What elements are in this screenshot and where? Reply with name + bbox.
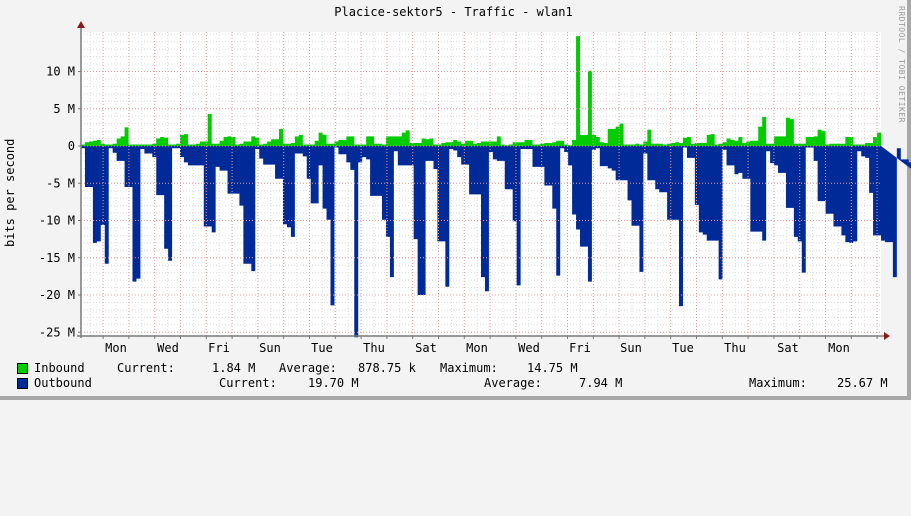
y-tick-label: -20 M [39,288,75,302]
y-tick-label: -10 M [39,214,75,228]
graph-frame [0,0,911,400]
x-tick-label: Fri [208,341,230,355]
outbound-maximum-value: 25.67 M [837,376,888,390]
x-tick-label: Thu [363,341,385,355]
x-tick-label: Mon [828,341,850,355]
y-tick-label: -15 M [39,251,75,265]
inbound-current-value: 1.84 M [212,361,256,375]
inbound-swatch [17,363,28,374]
x-tick-label: Tue [311,341,333,355]
legend-row-outbound: Outbound Current: 19.70 M Average: 7.94 … [0,376,900,391]
outbound-swatch [17,378,28,389]
x-tick-label: Wed [518,341,540,355]
outbound-maximum-label: Maximum: [749,376,807,390]
inbound-label: Inbound [34,361,85,375]
inbound-current-label: Current: [117,361,175,375]
y-tick-label: 5 M [53,102,75,116]
outbound-area [81,146,911,338]
outbound-label: Outbound [34,376,92,390]
x-tick-label: Sat [415,341,437,355]
x-tick-label: Wed [157,341,179,355]
y-tick-label: 0 [68,139,75,153]
inbound-average-label: Average: [279,361,337,375]
outbound-average-label: Average: [484,376,542,390]
legend-row-inbound: Inbound Current: 1.84 M Average: 878.75 … [0,361,900,376]
traffic-chart: 10 M 5 M 0 -5 M -10 M -15 M -20 M -25 M Mon Wed Fr… [39,21,911,355]
y-tick-label: -5 M [46,176,75,190]
x-tick-label: Sun [259,341,281,355]
x-tick-label: Sat [777,341,799,355]
x-tick-label: Sun [620,341,642,355]
x-tick-label: Tue [672,341,694,355]
x-tick-label: Mon [105,341,127,355]
x-tick-label: Fri [569,341,591,355]
x-tick-label: Mon [466,341,488,355]
outbound-current-value: 19.70 M [308,376,359,390]
y-tick-label: 10 M [46,65,75,79]
outbound-average-value: 7.94 M [579,376,623,390]
rrdtool-watermark: RRDTOOL / TOBI OETIKER [897,6,906,123]
x-tick-label: Thu [724,341,746,355]
y-tick-label: -25 M [39,325,75,339]
chart-title: Placice-sektor5 - Traffic - wlan1 [334,5,573,19]
inbound-maximum-label: Maximum: [440,361,498,375]
inbound-maximum-value: 14.75 M [527,361,578,375]
outbound-current-label: Current: [219,376,277,390]
inbound-average-value: 878.75 k [358,361,416,375]
